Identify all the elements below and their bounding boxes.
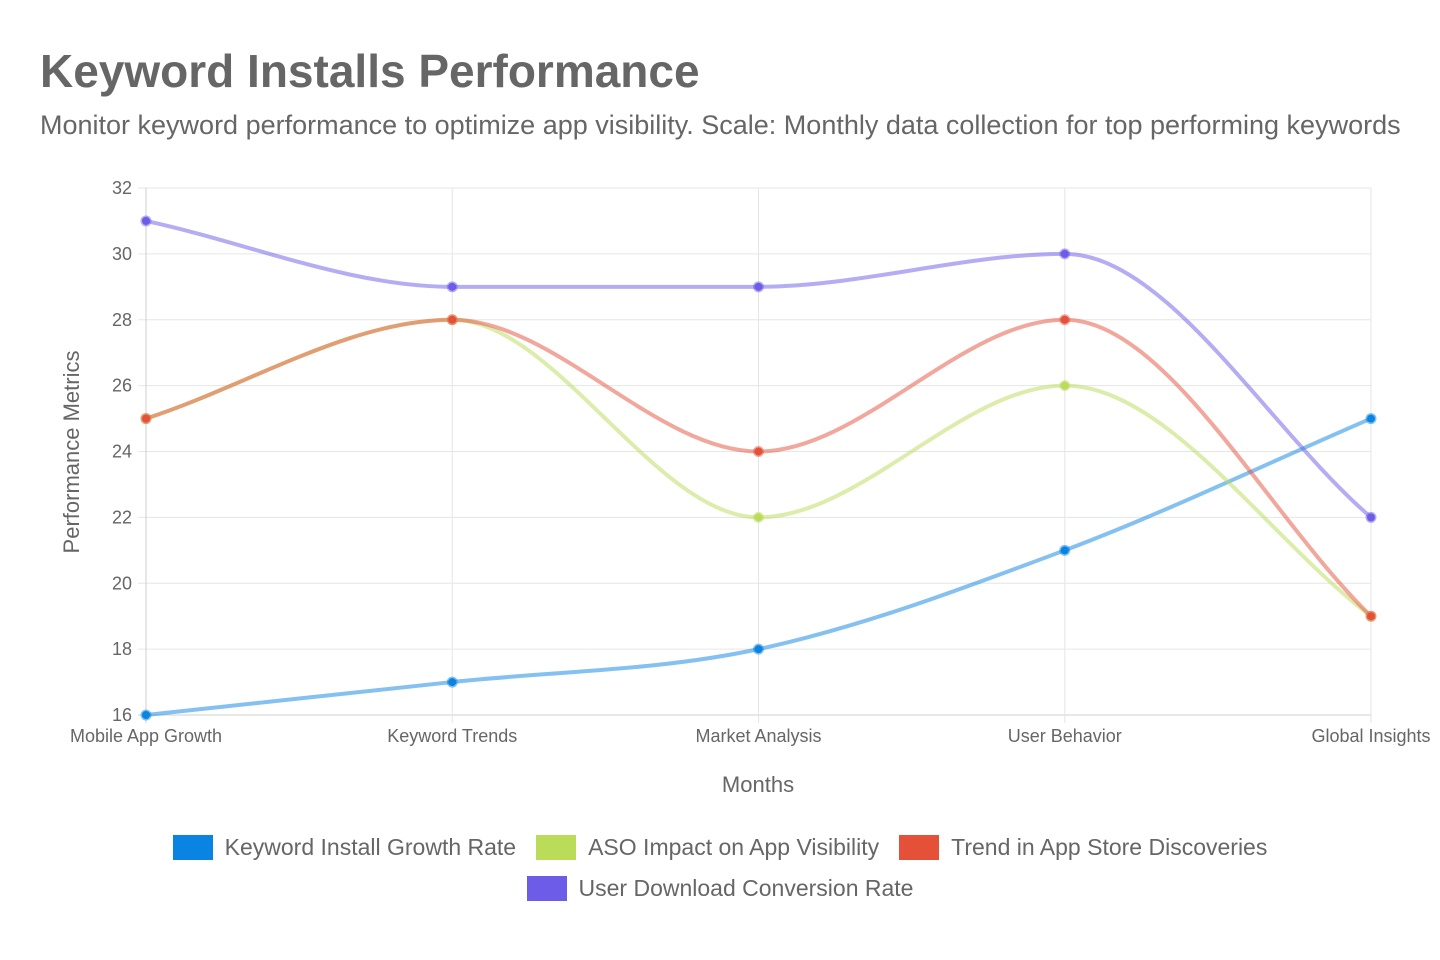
data-point-series-4[interactable] xyxy=(446,281,458,293)
legend-swatch xyxy=(536,835,577,860)
data-point-series-3[interactable] xyxy=(753,446,764,457)
data-point-series-2[interactable] xyxy=(753,511,764,523)
legend-item[interactable]: Trend in App Store Discoveries xyxy=(899,834,1267,861)
x-tick-label: Keyword Trends xyxy=(387,726,517,746)
legend-label: Keyword Install Growth Rate xyxy=(224,834,517,860)
data-point-series-1[interactable] xyxy=(1059,544,1071,556)
y-tick-label: 28 xyxy=(112,310,132,330)
data-point-series-4[interactable] xyxy=(1365,511,1377,523)
data-point-series-3[interactable] xyxy=(1365,610,1377,622)
data-point-series-3[interactable] xyxy=(446,314,458,326)
legend: Keyword Install Growth Rate ASO Impact on… xyxy=(0,834,1440,902)
series-line-4 xyxy=(144,218,1373,520)
x-axis-ticks: Mobile App Growth Keyword Trends Market An… xyxy=(70,726,1431,746)
data-point-series-3[interactable] xyxy=(140,413,152,425)
legend-swatch xyxy=(172,835,213,860)
y-tick-label: 18 xyxy=(112,639,132,659)
legend-label: ASO Impact on App Visibility xyxy=(588,834,880,860)
data-point-series-4[interactable] xyxy=(753,281,764,293)
y-tick-label: 30 xyxy=(112,244,132,264)
y-tick-label: 24 xyxy=(112,442,132,462)
y-axis-title: Performance Metrics xyxy=(59,351,84,554)
legend-swatch xyxy=(899,835,940,860)
y-tick-label: 26 xyxy=(112,376,132,396)
x-tick-label: User Behavior xyxy=(1008,726,1122,746)
x-tick-label: Global Insights xyxy=(1311,726,1430,746)
y-axis-ticks: 16 18 20 22 24 26 28 30 32 xyxy=(112,178,132,725)
data-point-series-1[interactable] xyxy=(140,709,152,721)
legend-label: Trend in App Store Discoveries xyxy=(951,834,1268,860)
legend-item[interactable]: Keyword Install Growth Rate xyxy=(172,834,517,861)
data-point-series-1[interactable] xyxy=(446,676,458,688)
legend-item[interactable]: ASO Impact on App Visibility xyxy=(536,834,879,861)
data-point-series-1[interactable] xyxy=(1365,413,1377,425)
chart-title: Keyword Installs Performance xyxy=(40,45,700,97)
x-tick-label: Market Analysis xyxy=(695,726,821,746)
legend-label: User Download Conversion Rate xyxy=(578,875,914,901)
y-tick-label: 32 xyxy=(112,178,132,198)
data-point-series-4[interactable] xyxy=(1059,248,1071,260)
x-axis-title: Months xyxy=(722,772,794,797)
y-tick-label: 22 xyxy=(112,507,132,527)
series-points xyxy=(140,215,1377,721)
legend-swatch xyxy=(526,876,567,901)
y-tick-label: 16 xyxy=(112,705,132,725)
data-point-series-4[interactable] xyxy=(140,215,152,227)
data-point-series-3[interactable] xyxy=(1059,314,1071,326)
data-point-series-2[interactable] xyxy=(1059,380,1071,392)
y-tick-label: 20 xyxy=(112,573,132,593)
series-line-3 xyxy=(144,317,1373,619)
chart-subtitle: Monitor keyword performance to optimize … xyxy=(40,110,1401,140)
data-point-series-1[interactable] xyxy=(753,643,764,655)
legend-item[interactable]: User Download Conversion Rate xyxy=(526,875,914,902)
x-tick-label: Mobile App Growth xyxy=(70,726,222,746)
